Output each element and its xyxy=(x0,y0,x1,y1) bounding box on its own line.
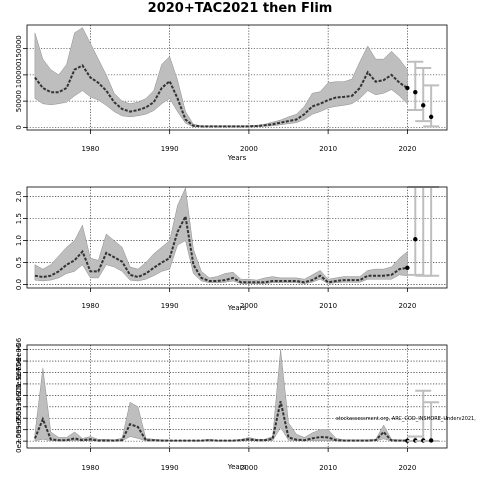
y-tick-label: 0e+00 xyxy=(15,429,23,453)
y-tick-label: 1.75e+06 xyxy=(15,343,23,378)
plot-frame xyxy=(26,186,448,289)
y-tick-label: 7.5e+05 xyxy=(15,392,23,422)
y-tick-label: 0.0 xyxy=(15,279,23,290)
y-tick-label: 2.5e+05 xyxy=(15,415,23,445)
x-tick-label: 2010 xyxy=(319,145,337,153)
x-tick-label: 1990 xyxy=(161,145,179,153)
x-tick-label: 2000 xyxy=(240,464,258,472)
x-tick-label: 2020 xyxy=(398,302,416,310)
chart-title: 2020+TAC2021 then Flim xyxy=(147,1,333,16)
y-tick-label: 2e+06 xyxy=(15,337,23,361)
x-tick-label: 2010 xyxy=(319,464,337,472)
plot-frame xyxy=(26,344,448,449)
x-tick-label: 1990 xyxy=(161,302,179,310)
x-axis-title: Years xyxy=(227,154,247,162)
last-year-point xyxy=(405,265,410,270)
y-tick-label: 0 xyxy=(15,125,23,129)
x-tick-label: 2010 xyxy=(319,302,337,310)
estimate-line xyxy=(33,401,408,442)
x-tick-label: 1980 xyxy=(81,302,99,310)
y-tick-label: 1.0 xyxy=(15,235,23,246)
y-tick-label: 2.0 xyxy=(15,191,23,202)
projection-point xyxy=(428,438,434,443)
y-tick-label: 1.5 xyxy=(15,213,23,224)
last-year-point xyxy=(405,85,410,91)
y-tick-label: 1.25e+06 xyxy=(15,366,23,401)
y-tick-label: 50000 xyxy=(15,90,23,112)
y-tick-label: 100000 xyxy=(15,62,23,89)
projection-point xyxy=(413,90,418,95)
y-tick-label: 1e+06 xyxy=(15,383,23,407)
projection-point xyxy=(428,114,434,120)
y-tick-label: 150000 xyxy=(15,35,23,62)
y-tick-label: 5e+05 xyxy=(15,406,23,430)
x-tick-label: 1980 xyxy=(81,145,99,153)
x-tick-label: 2020 xyxy=(398,145,416,153)
x-tick-label: 2000 xyxy=(240,145,258,153)
projection-point xyxy=(421,103,426,108)
x-tick-label: 2000 xyxy=(240,302,258,310)
panel-fishing-mortality: 1980 1990 2000 2010 2020 0.0 0.5 1.0 1.5 2.0 Years xyxy=(15,186,448,312)
confidence-band xyxy=(34,27,408,128)
confidence-band xyxy=(34,186,408,284)
y-tick-label: 1.5e+06 xyxy=(15,357,23,388)
y-tick-label: 0.5 xyxy=(15,257,23,268)
source-annotation: stockassessment.org, ARC_COD_INSHORE_Und… xyxy=(336,416,476,422)
x-tick-label: 1990 xyxy=(161,464,179,472)
plot-frame xyxy=(26,24,448,131)
x-tick-label: 2020 xyxy=(398,464,416,472)
estimate-line xyxy=(34,64,408,128)
estimate-line xyxy=(34,213,408,284)
x-tick-label: 1980 xyxy=(81,464,99,472)
projection-point xyxy=(413,237,418,242)
x-axis-title: Years xyxy=(227,463,247,471)
x-axis-title: Years xyxy=(227,304,247,312)
panel-recruitment: 1980 1990 2000 2010 2020 0e+002.5e+055e+057.5… xyxy=(15,337,476,472)
